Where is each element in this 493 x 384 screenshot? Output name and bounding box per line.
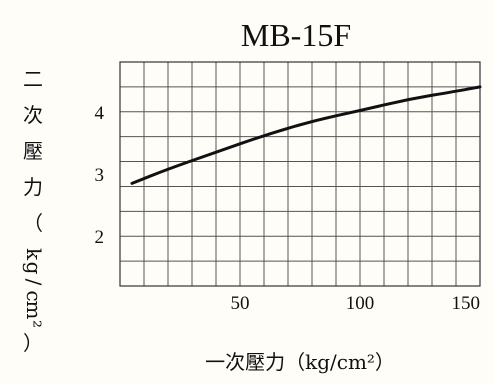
series-line xyxy=(130,85,482,185)
chart-title: MB-15F xyxy=(241,17,351,53)
y-tick-label: 2 xyxy=(95,227,105,248)
y-axis-label-glyph: ） xyxy=(23,331,43,355)
y-axis-label-glyph: （ xyxy=(23,211,43,235)
y-axis-label-glyph: ² xyxy=(22,320,46,328)
series-group xyxy=(130,85,482,185)
y-axis-label-glyph: g xyxy=(22,262,46,275)
y-axis-label-glyph: c xyxy=(22,290,46,301)
y-axis-label-glyph: 二 xyxy=(23,67,43,91)
y-axis-label-glyph: 壓 xyxy=(23,139,43,163)
y-tick-label: 3 xyxy=(95,165,105,186)
x-tick-label: 100 xyxy=(346,293,375,314)
y-axis-ticks: 2 3 4 xyxy=(95,103,105,248)
x-axis-ticks: 50 100 150 xyxy=(231,293,481,314)
y-axis-label-glyph: m xyxy=(22,301,46,320)
y-axis-label-glyph: k xyxy=(22,248,46,261)
y-axis-label-glyph: 次 xyxy=(23,103,43,127)
plot-frame xyxy=(119,61,481,287)
x-tick-label: 50 xyxy=(231,293,250,314)
x-tick-label: 150 xyxy=(452,293,481,314)
y-axis-label-glyph: 力 xyxy=(23,175,43,199)
y-tick-label: 4 xyxy=(95,103,105,124)
grid xyxy=(120,62,480,286)
y-axis-label-glyph: / xyxy=(22,279,46,286)
x-axis-label: 一次壓力（kg/cm²） xyxy=(205,350,395,374)
